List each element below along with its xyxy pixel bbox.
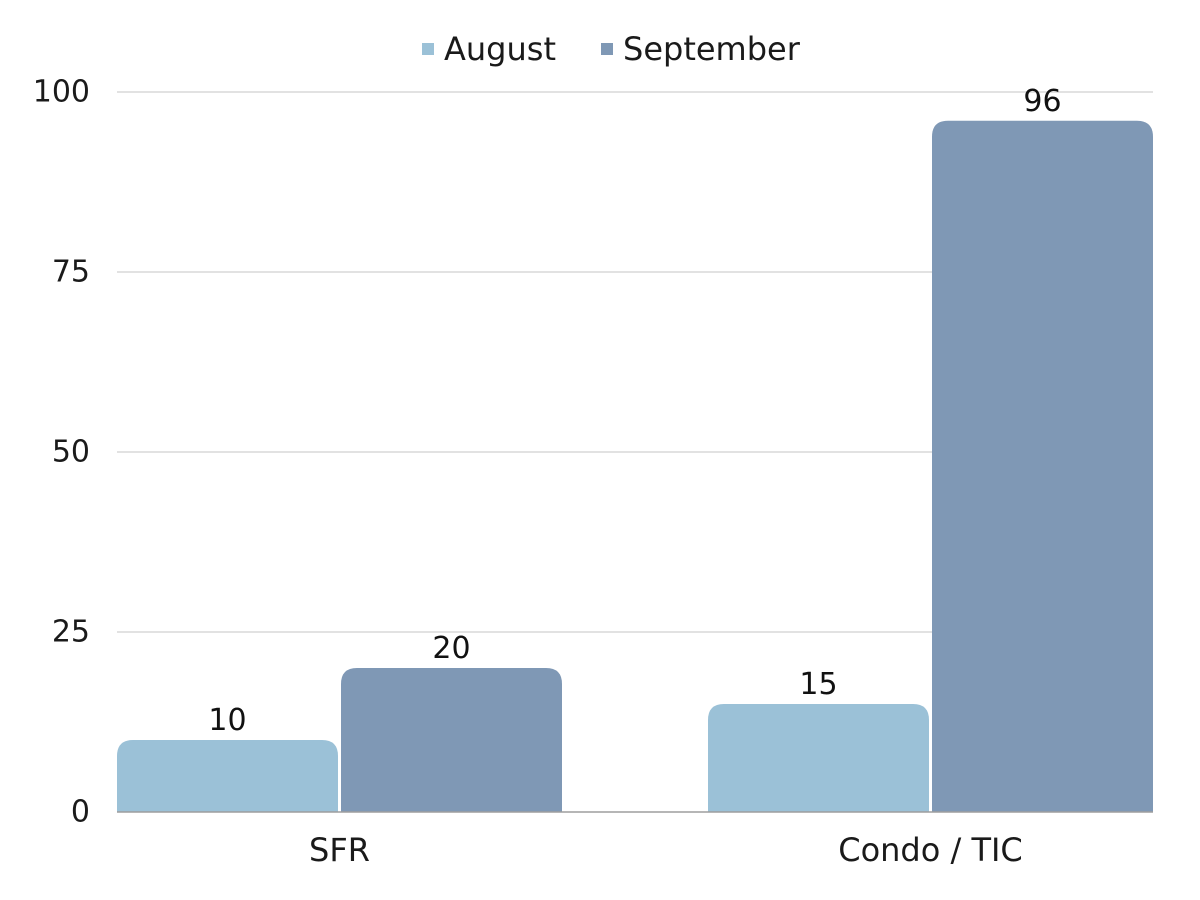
y-tick-label: 0 (71, 795, 90, 830)
data-label: 20 (432, 631, 470, 666)
y-tick-label: 100 (33, 75, 90, 110)
data-labels: 10 20 15 96 (208, 84, 1061, 738)
legend: August September (422, 30, 801, 68)
legend-swatch (422, 43, 434, 55)
legend-label: September (623, 30, 801, 68)
bar-august-sfr (117, 740, 338, 812)
legend-swatch (601, 43, 613, 55)
y-axis-tick-labels: 0 25 50 75 100 (33, 75, 90, 830)
data-label: 10 (208, 703, 246, 738)
data-label: 96 (1023, 84, 1061, 119)
bar-september-sfr (341, 668, 562, 812)
legend-item-september: September (601, 30, 801, 68)
legend-label: August (444, 30, 556, 68)
y-tick-label: 25 (52, 615, 90, 650)
legend-item-august: August (422, 30, 556, 68)
x-category-label: SFR (309, 831, 370, 869)
y-tick-label: 75 (52, 255, 90, 290)
x-axis-category-labels: SFR Condo / TIC (309, 831, 1023, 869)
y-tick-label: 50 (52, 435, 90, 470)
bars (117, 120, 1153, 813)
data-label: 15 (799, 667, 837, 702)
bar-september-condo-tic (932, 120, 1153, 813)
x-category-label: Condo / TIC (838, 831, 1023, 869)
bar-august-condo-tic (708, 704, 929, 812)
